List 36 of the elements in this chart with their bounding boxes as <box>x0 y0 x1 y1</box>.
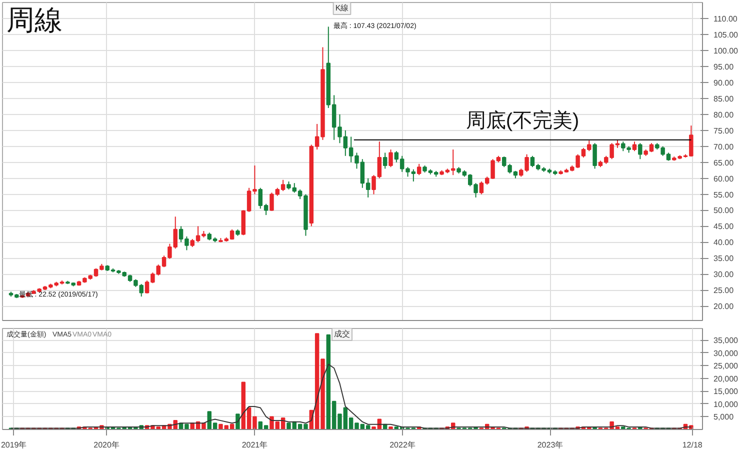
y-tick-label: 45.00 <box>714 222 734 232</box>
x-tick-label: 2023年 <box>537 440 564 450</box>
x-tick-label: 2020年 <box>94 440 120 450</box>
y-tick-label: 105.00 <box>714 30 739 40</box>
y-tick-label: 100.00 <box>714 46 739 56</box>
y-tick-label: 50.00 <box>714 206 734 216</box>
y-tick-label: 20.00 <box>714 302 734 312</box>
y-tick-label: 65.00 <box>714 158 734 168</box>
y-tick-label: 25.00 <box>714 286 734 296</box>
y-tick-label: 85.00 <box>714 94 734 104</box>
y-tick-label: 15,000 <box>714 387 739 396</box>
y-tick-label: 55.00 <box>714 190 734 200</box>
y-tick-label: 30.00 <box>714 270 734 280</box>
y-tick-label: 35.00 <box>714 254 734 264</box>
y-tick-label: 80.00 <box>714 110 734 120</box>
y-tick-label: 10,000 <box>714 400 739 409</box>
y-tick-label: 70.00 <box>714 142 734 152</box>
y-tick-label: 60.00 <box>714 174 734 184</box>
y-tick-label: 30,000 <box>714 348 739 358</box>
annotation: 成交 <box>334 330 350 338</box>
x-tick-label: 2021年 <box>242 440 268 450</box>
y-tick-label: 75.00 <box>714 126 734 136</box>
y-tick-label: 110.00 <box>714 14 738 24</box>
y-tick-label: 35,000 <box>714 336 739 346</box>
x-tick-label: 2019年 <box>0 440 27 450</box>
y-tick-label: 90.00 <box>714 78 734 88</box>
y-tick-label: 25,000 <box>714 362 739 371</box>
x-tick-label: 2022年 <box>390 440 416 450</box>
y-tick-label: 40.00 <box>714 238 734 248</box>
y-tick-label: 5,000 <box>714 412 734 422</box>
annotation: 周底(不完美) <box>466 108 580 132</box>
y-tick-label: 20,000 <box>714 374 739 384</box>
chart-title: 周線 <box>6 4 62 36</box>
x-tick-label: 12/18 <box>682 440 703 450</box>
y-tick-label: 95.00 <box>714 62 734 72</box>
annotation: K線 <box>335 4 349 12</box>
